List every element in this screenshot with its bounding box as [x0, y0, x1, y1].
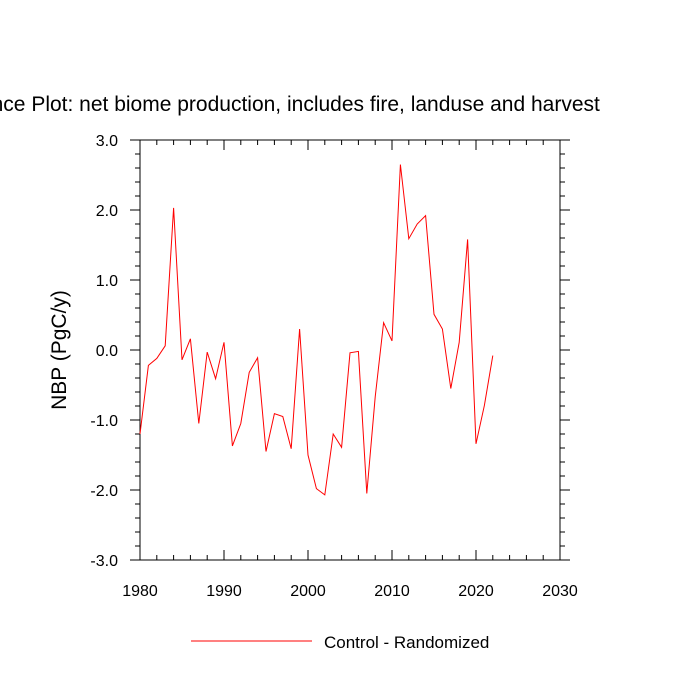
x-tick-label: 2030 [542, 583, 578, 600]
chart-title: Difference Plot: net biome production, i… [0, 93, 600, 116]
x-tick-label: 1990 [206, 583, 242, 600]
y-tick-label: -2.0 [90, 483, 118, 500]
series-line [139, 164, 494, 496]
y-tick-label: -3.0 [90, 553, 118, 570]
x-tick-label: 2010 [374, 583, 410, 600]
y-tick-label: -1.0 [90, 413, 118, 430]
legend: Control - Randomized [191, 633, 489, 652]
plot-frame [139, 139, 561, 561]
y-tick-label: 1.0 [96, 273, 118, 290]
y-tick-label: 3.0 [96, 133, 118, 150]
legend-label: Control - Randomized [324, 633, 489, 652]
x-tick-label: 2000 [290, 583, 326, 600]
axis-ticks [130, 139, 570, 561]
x-tick-label: 1980 [122, 583, 158, 600]
x-tick-label: 2020 [458, 583, 494, 600]
tick-labels: 1980 1990 2000 2010 2020 2030 -3.0 -2.0 -1.0 0.0 1… [90, 133, 577, 600]
y-tick-label: 2.0 [96, 203, 118, 220]
y-tick-label: 0.0 [96, 343, 118, 360]
series-group [139, 164, 494, 496]
y-axis-label: NBP (PgC/y) [48, 290, 71, 410]
